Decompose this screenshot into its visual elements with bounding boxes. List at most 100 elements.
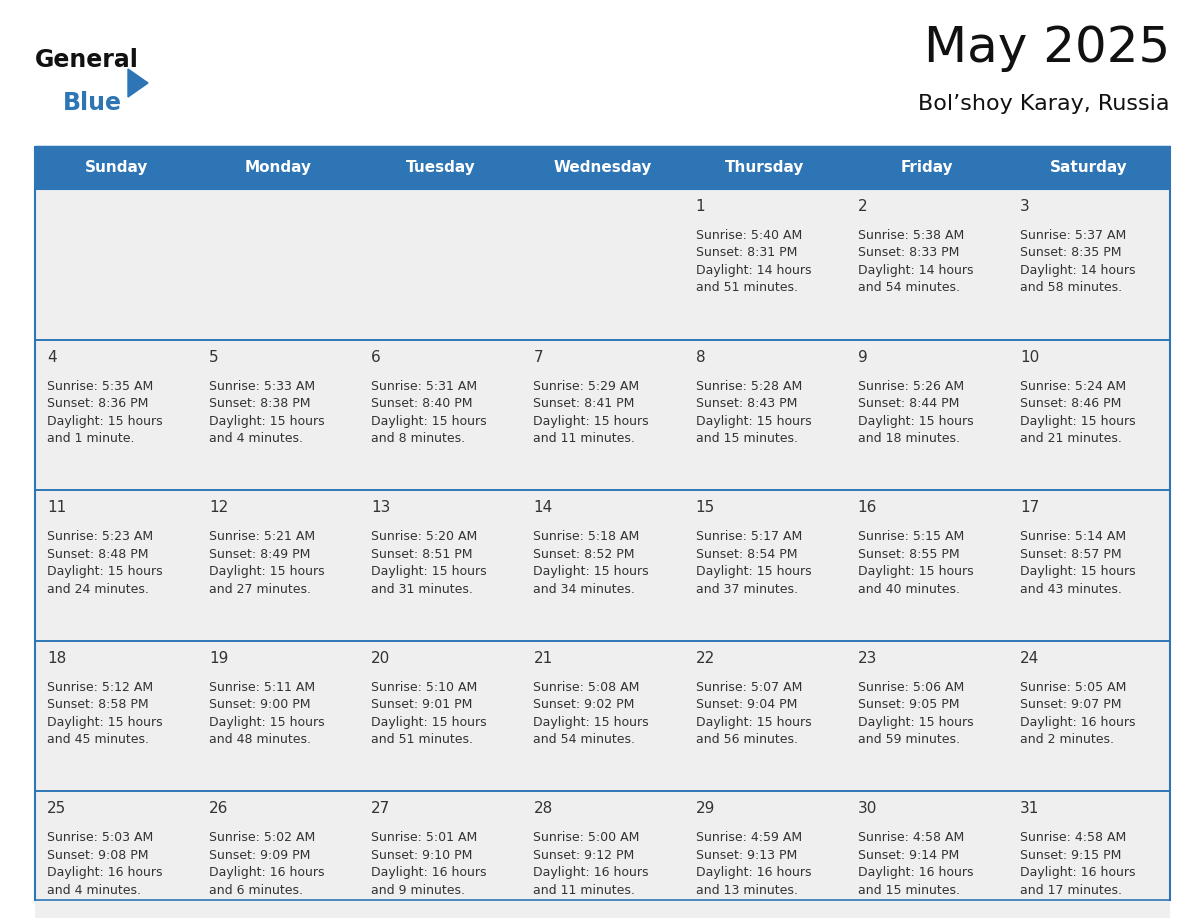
Text: and 4 minutes.: and 4 minutes. [48, 884, 141, 897]
Polygon shape [128, 69, 148, 97]
Text: and 31 minutes.: and 31 minutes. [372, 583, 473, 596]
Text: Sunrise: 5:17 AM: Sunrise: 5:17 AM [695, 531, 802, 543]
Text: Sunrise: 5:21 AM: Sunrise: 5:21 AM [209, 531, 315, 543]
Text: 5: 5 [209, 350, 219, 364]
Bar [34, 147, 1170, 189]
Text: 8: 8 [695, 350, 706, 364]
Text: 6: 6 [372, 350, 381, 364]
Text: Daylight: 15 hours: Daylight: 15 hours [48, 415, 163, 428]
Text: Sunrise: 5:40 AM: Sunrise: 5:40 AM [695, 229, 802, 242]
Text: and 45 minutes.: and 45 minutes. [48, 733, 148, 746]
Text: 14: 14 [533, 500, 552, 515]
Text: Sunrise: 5:26 AM: Sunrise: 5:26 AM [858, 380, 963, 393]
Text: Sunset: 8:46 PM: Sunset: 8:46 PM [1019, 397, 1121, 410]
Text: Sunrise: 5:18 AM: Sunrise: 5:18 AM [533, 531, 639, 543]
Text: Sunrise: 5:08 AM: Sunrise: 5:08 AM [533, 681, 640, 694]
Text: 22: 22 [695, 651, 715, 666]
Text: Sunrise: 5:31 AM: Sunrise: 5:31 AM [372, 380, 478, 393]
Text: 4: 4 [48, 350, 57, 364]
Text: Daylight: 15 hours: Daylight: 15 hours [858, 565, 973, 578]
Text: Sunrise: 5:06 AM: Sunrise: 5:06 AM [858, 681, 963, 694]
Text: Sunset: 9:14 PM: Sunset: 9:14 PM [858, 849, 959, 862]
Bar [34, 189, 1170, 340]
Text: and 4 minutes.: and 4 minutes. [209, 432, 303, 445]
Text: Sunset: 9:07 PM: Sunset: 9:07 PM [1019, 699, 1121, 711]
Text: 13: 13 [372, 500, 391, 515]
Text: Sunrise: 5:14 AM: Sunrise: 5:14 AM [1019, 531, 1126, 543]
Text: and 51 minutes.: and 51 minutes. [372, 733, 473, 746]
Text: Daylight: 14 hours: Daylight: 14 hours [695, 264, 811, 277]
Text: Sunset: 8:57 PM: Sunset: 8:57 PM [1019, 548, 1121, 561]
Text: and 21 minutes.: and 21 minutes. [1019, 432, 1121, 445]
Text: Sunset: 8:36 PM: Sunset: 8:36 PM [48, 397, 148, 410]
Text: 3: 3 [1019, 199, 1030, 214]
Text: Sunset: 9:05 PM: Sunset: 9:05 PM [858, 699, 959, 711]
Text: Sunset: 9:00 PM: Sunset: 9:00 PM [209, 699, 310, 711]
Text: Daylight: 15 hours: Daylight: 15 hours [372, 716, 487, 729]
Bar [34, 490, 1170, 641]
Text: 30: 30 [858, 801, 877, 816]
Text: Sunset: 9:02 PM: Sunset: 9:02 PM [533, 699, 634, 711]
Text: 16: 16 [858, 500, 877, 515]
Text: Sunset: 8:33 PM: Sunset: 8:33 PM [858, 247, 959, 260]
Text: and 54 minutes.: and 54 minutes. [533, 733, 636, 746]
Text: and 17 minutes.: and 17 minutes. [1019, 884, 1121, 897]
Text: and 56 minutes.: and 56 minutes. [695, 733, 797, 746]
Text: Sunset: 9:01 PM: Sunset: 9:01 PM [372, 699, 473, 711]
Text: Sunset: 8:44 PM: Sunset: 8:44 PM [858, 397, 959, 410]
Text: Daylight: 15 hours: Daylight: 15 hours [372, 565, 487, 578]
Text: Sunrise: 5:02 AM: Sunrise: 5:02 AM [209, 832, 315, 845]
Text: Sunrise: 5:11 AM: Sunrise: 5:11 AM [209, 681, 315, 694]
Text: 27: 27 [372, 801, 391, 816]
Text: 20: 20 [372, 651, 391, 666]
Bar [34, 791, 1170, 918]
Text: 23: 23 [858, 651, 877, 666]
Text: Sunset: 8:54 PM: Sunset: 8:54 PM [695, 548, 797, 561]
Text: Daylight: 15 hours: Daylight: 15 hours [1019, 415, 1136, 428]
Text: Daylight: 15 hours: Daylight: 15 hours [533, 415, 649, 428]
Text: Daylight: 15 hours: Daylight: 15 hours [858, 415, 973, 428]
Text: Sunrise: 5:12 AM: Sunrise: 5:12 AM [48, 681, 153, 694]
Text: Daylight: 15 hours: Daylight: 15 hours [48, 565, 163, 578]
Text: Sunset: 8:58 PM: Sunset: 8:58 PM [48, 699, 148, 711]
Text: and 51 minutes.: and 51 minutes. [695, 282, 797, 295]
Text: Sunset: 8:38 PM: Sunset: 8:38 PM [209, 397, 310, 410]
Text: Sunset: 9:10 PM: Sunset: 9:10 PM [372, 849, 473, 862]
Text: and 27 minutes.: and 27 minutes. [209, 583, 311, 596]
Text: 25: 25 [48, 801, 67, 816]
Text: 28: 28 [533, 801, 552, 816]
Text: and 40 minutes.: and 40 minutes. [858, 583, 960, 596]
Text: Sunset: 8:49 PM: Sunset: 8:49 PM [209, 548, 310, 561]
Text: Sunset: 8:31 PM: Sunset: 8:31 PM [695, 247, 797, 260]
Text: Sunset: 9:08 PM: Sunset: 9:08 PM [48, 849, 148, 862]
Text: Sunset: 9:09 PM: Sunset: 9:09 PM [209, 849, 310, 862]
Text: Sunrise: 4:58 AM: Sunrise: 4:58 AM [1019, 832, 1126, 845]
Text: Sunset: 9:13 PM: Sunset: 9:13 PM [695, 849, 797, 862]
Text: Bol’shoy Karay, Russia: Bol’shoy Karay, Russia [918, 94, 1170, 114]
Text: Daylight: 15 hours: Daylight: 15 hours [209, 716, 324, 729]
Text: Sunset: 8:55 PM: Sunset: 8:55 PM [858, 548, 960, 561]
Text: Daylight: 16 hours: Daylight: 16 hours [695, 867, 811, 879]
Text: Sunrise: 5:37 AM: Sunrise: 5:37 AM [1019, 229, 1126, 242]
Text: 7: 7 [533, 350, 543, 364]
Text: Sunrise: 5:07 AM: Sunrise: 5:07 AM [695, 681, 802, 694]
Text: Monday: Monday [245, 161, 311, 175]
Text: and 13 minutes.: and 13 minutes. [695, 884, 797, 897]
Text: and 59 minutes.: and 59 minutes. [858, 733, 960, 746]
Text: Daylight: 15 hours: Daylight: 15 hours [695, 716, 811, 729]
Text: and 18 minutes.: and 18 minutes. [858, 432, 960, 445]
Text: Daylight: 15 hours: Daylight: 15 hours [533, 565, 649, 578]
Text: Daylight: 15 hours: Daylight: 15 hours [209, 565, 324, 578]
Text: 18: 18 [48, 651, 67, 666]
Text: Sunset: 8:51 PM: Sunset: 8:51 PM [372, 548, 473, 561]
Text: Sunrise: 5:10 AM: Sunrise: 5:10 AM [372, 681, 478, 694]
Text: and 34 minutes.: and 34 minutes. [533, 583, 636, 596]
Text: Sunset: 9:12 PM: Sunset: 9:12 PM [533, 849, 634, 862]
Text: 29: 29 [695, 801, 715, 816]
Text: 24: 24 [1019, 651, 1040, 666]
Text: Sunset: 8:48 PM: Sunset: 8:48 PM [48, 548, 148, 561]
Text: and 11 minutes.: and 11 minutes. [533, 884, 636, 897]
Text: and 2 minutes.: and 2 minutes. [1019, 733, 1114, 746]
Text: Sunset: 9:04 PM: Sunset: 9:04 PM [695, 699, 797, 711]
Text: Sunrise: 5:29 AM: Sunrise: 5:29 AM [533, 380, 639, 393]
